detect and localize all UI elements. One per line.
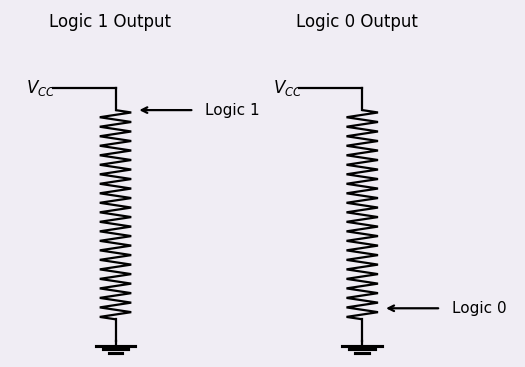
Text: Logic 0: Logic 0 bbox=[452, 301, 506, 316]
Text: Logic 1 Output: Logic 1 Output bbox=[49, 13, 171, 31]
Text: $V_{CC}$: $V_{CC}$ bbox=[26, 78, 56, 98]
Text: $V_{CC}$: $V_{CC}$ bbox=[273, 78, 302, 98]
Text: Logic 0 Output: Logic 0 Output bbox=[296, 13, 418, 31]
Text: Logic 1: Logic 1 bbox=[205, 103, 259, 117]
